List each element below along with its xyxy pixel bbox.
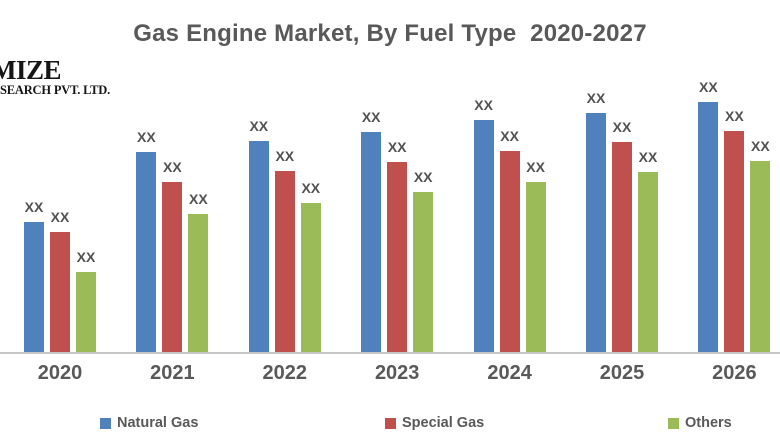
bar-special-gas-2024 — [499, 151, 520, 353]
bar-special-gas-2025 — [612, 142, 632, 353]
bar-special-gas-2021 — [162, 182, 183, 353]
bar-data-label: XX — [638, 149, 658, 165]
legend-label: Others — [685, 415, 732, 431]
bar-data-label: XX — [163, 159, 182, 175]
bar-data-label: XX — [137, 129, 156, 145]
axis-label-year-2023: 2023 — [374, 362, 420, 384]
bar-data-label: XX — [361, 109, 381, 125]
legend-swatch-icon — [385, 417, 396, 429]
axis-label-year-2020: 2020 — [37, 362, 83, 384]
legend-item-special-gas: Special Gas — [385, 415, 484, 431]
bar-special-gas-2022 — [274, 171, 295, 353]
bar-others-2022 — [300, 203, 321, 353]
logo-text-top: MIZE — [0, 55, 62, 85]
plot-area: XX XX XX XX XX XX XX XX XX XX XX XX XX XX XX XX XX XX XX XX… — [24, 79, 771, 353]
bar-data-label: XX — [725, 108, 744, 124]
bar-data-label: XX — [526, 159, 545, 175]
legend-label: Natural Gas — [117, 415, 199, 431]
x-axis-line — [0, 352, 780, 354]
bar-data-label: XX — [387, 139, 407, 155]
legend-swatch-icon — [668, 417, 679, 429]
bar-natural-gas-2021 — [136, 152, 157, 353]
bar-natural-gas-2023 — [361, 132, 382, 353]
bar-data-label: XX — [413, 169, 433, 185]
bar-natural-gas-2024 — [473, 120, 494, 353]
bar-others-2025 — [638, 172, 658, 353]
bar-data-label: XX — [249, 118, 269, 134]
bar-special-gas-2020 — [50, 232, 70, 353]
legend-item-natural-gas: Natural Gas — [100, 415, 198, 431]
publisher-logo: MIZE SEARCH PVT. LTD. — [0, 57, 110, 97]
bar-others-2023 — [413, 192, 434, 353]
bar-natural-gas-2025 — [586, 113, 606, 353]
axis-label-year-2021: 2021 — [150, 362, 195, 384]
bar-natural-gas-2020 — [24, 222, 44, 353]
bar-data-label: XX — [612, 119, 632, 135]
bar-data-label: XX — [474, 97, 493, 113]
bar-special-gas-2023 — [387, 162, 408, 353]
axis-label-year-2024: 2024 — [487, 362, 532, 384]
axis-label-year-2025: 2025 — [599, 362, 645, 384]
bar-data-label: XX — [24, 199, 44, 215]
axis-label-year-2026: 2026 — [712, 362, 757, 384]
bar-data-label: XX — [751, 138, 770, 154]
bar-special-gas-2026 — [724, 131, 745, 353]
bar-data-label: XX — [50, 209, 70, 225]
axis-label-year-2022: 2022 — [262, 362, 308, 384]
bar-others-2021 — [188, 214, 209, 353]
bar-others-2020 — [76, 272, 96, 353]
legend-swatch-icon — [100, 417, 111, 429]
bar-natural-gas-2022 — [248, 141, 269, 353]
bar-others-2026 — [750, 161, 771, 353]
bar-data-label: XX — [500, 128, 519, 144]
bar-natural-gas-2026 — [698, 102, 719, 353]
bar-others-2024 — [525, 182, 546, 353]
bar-data-label: XX — [586, 90, 606, 106]
chart-title: Gas Engine Market, By Fuel Type 2020-202… — [133, 20, 647, 47]
bar-data-label: XX — [275, 148, 295, 164]
legend-label: Special Gas — [402, 415, 485, 431]
bar-data-label: XX — [699, 79, 718, 95]
bar-data-label: XX — [189, 191, 208, 207]
legend-item-others: Others — [668, 415, 732, 431]
bar-data-label: XX — [301, 180, 321, 196]
bar-data-label: XX — [76, 249, 96, 265]
logo-text-bottom: SEARCH PVT. LTD. — [0, 83, 111, 97]
